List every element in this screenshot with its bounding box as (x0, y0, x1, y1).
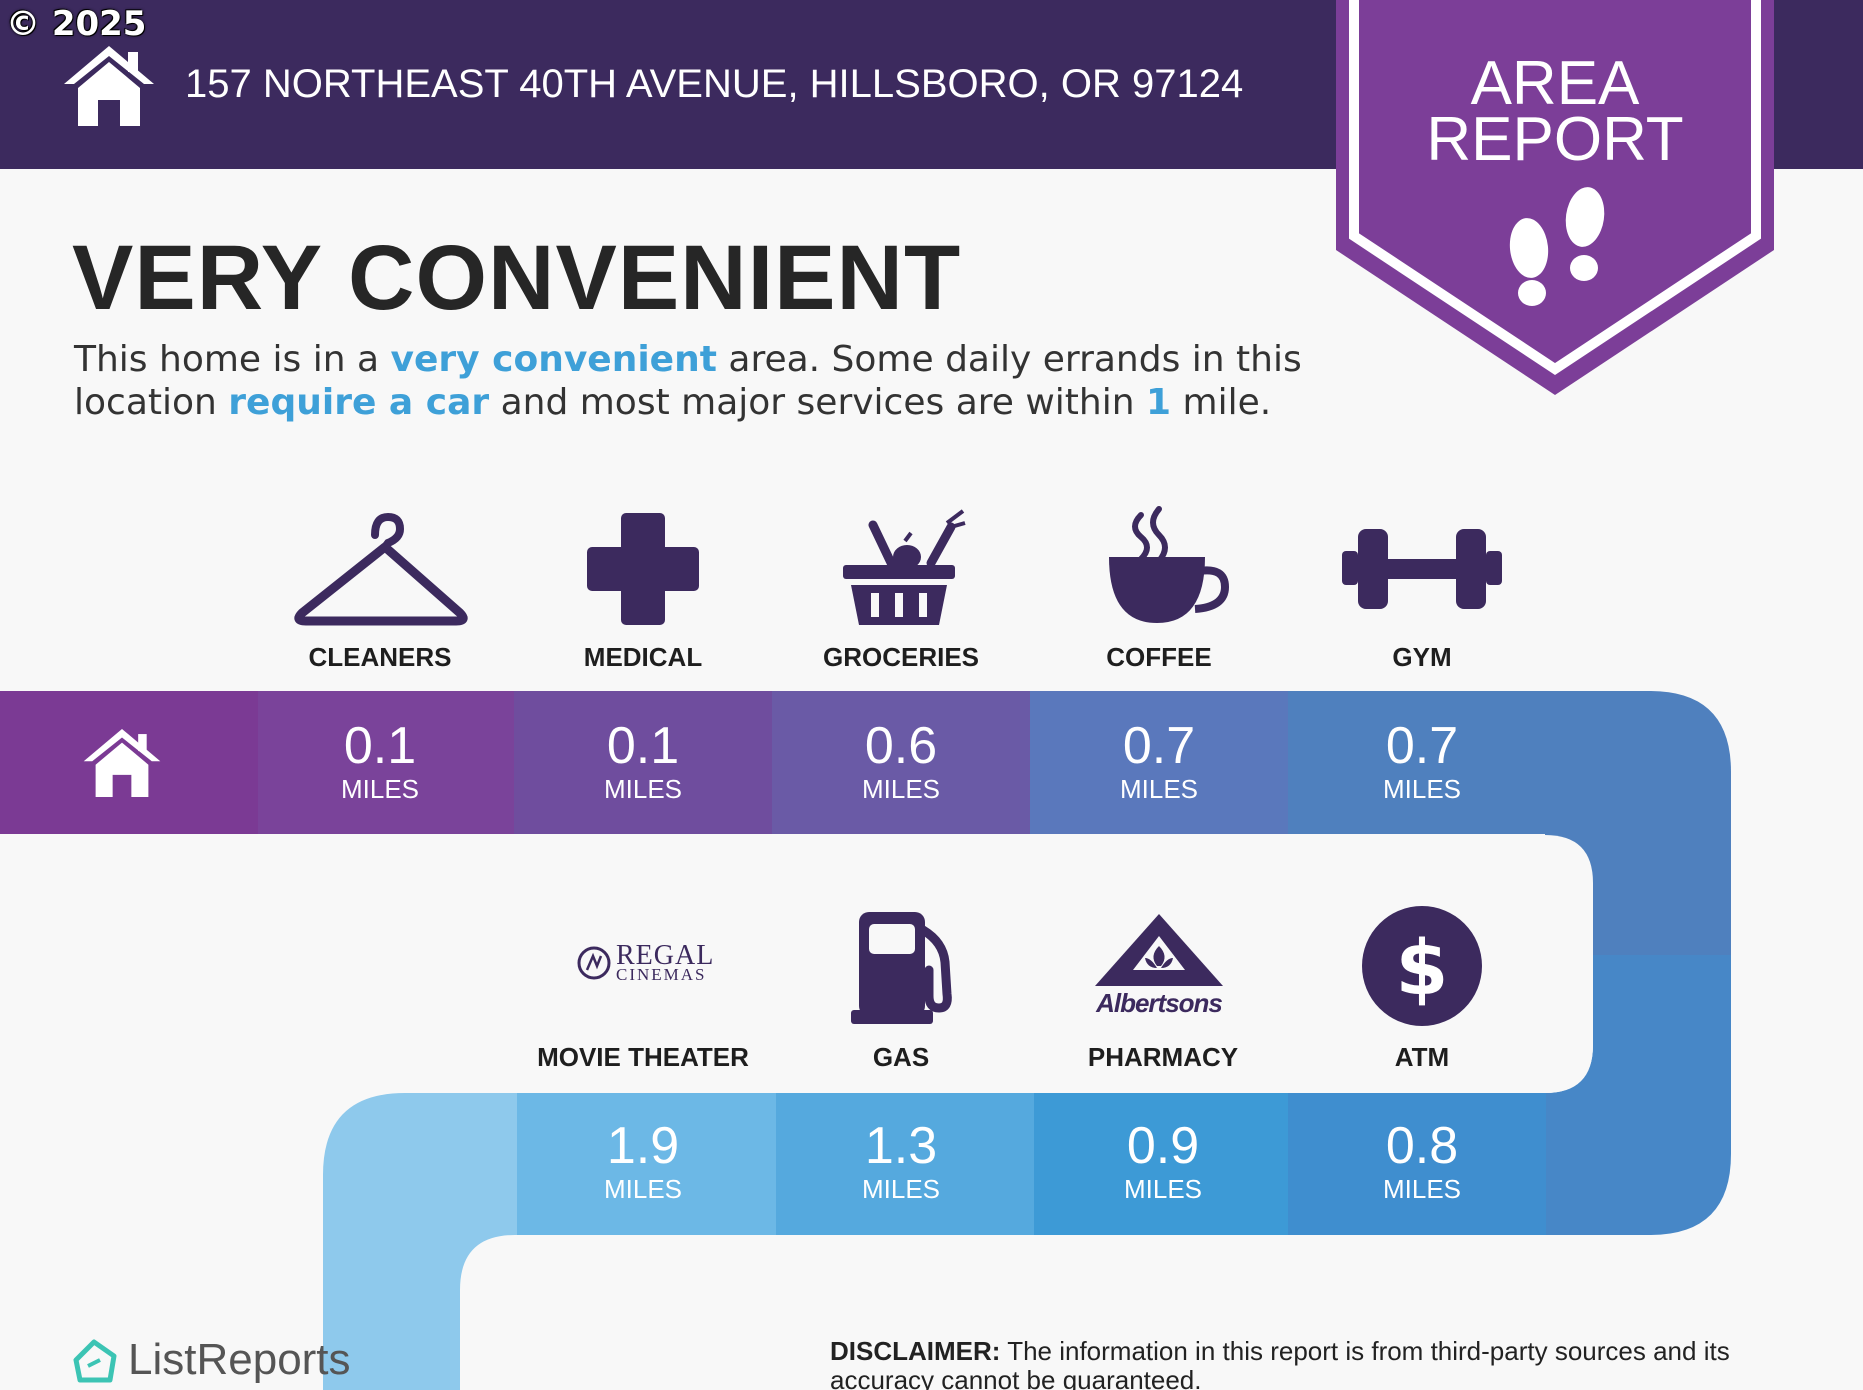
svg-text:$: $ (1396, 923, 1449, 1012)
property-address: 157 NORTHEAST 40TH AVENUE, HILLSBORO, OR… (185, 62, 1244, 106)
distance-unit: MILES (1382, 774, 1462, 804)
distance-unit: MILES (1119, 774, 1199, 804)
description-text-4: mile. (1171, 382, 1272, 423)
distance-readout: 0.6 MILES (772, 718, 1030, 804)
distance-cell (1030, 691, 1288, 834)
svg-text:Albertsons: Albertsons (1095, 988, 1222, 1018)
distance-value: 0.7 (1385, 717, 1459, 775)
category-label: MEDICAL (583, 642, 703, 672)
distance-cell (772, 691, 1030, 834)
page-title: VERY CONVENIENT (72, 227, 962, 329)
listreports-logo-icon (73, 1339, 117, 1383)
distance-readout: 1.3 MILES (772, 1118, 1030, 1204)
disclaimer-label: DISCLAIMER: (830, 1336, 1001, 1366)
distance-cell (514, 691, 772, 834)
distance-cell (517, 1093, 776, 1235)
hanger-icon (294, 512, 468, 626)
category-label: PHARMACY (1087, 1042, 1239, 1072)
category-label: ATM (1394, 1042, 1450, 1072)
distance-value: 0.7 (1122, 717, 1196, 775)
coffee-cup-icon (1109, 506, 1230, 623)
dumbbell-icon (1342, 529, 1502, 609)
distance-value: 0.1 (343, 717, 417, 775)
copyright-watermark: © 2025 (6, 4, 147, 44)
category-label: GYM (1392, 642, 1452, 672)
distance-readout: 0.1 MILES (514, 718, 772, 804)
distance-readout: 0.7 MILES (1030, 718, 1288, 804)
distance-cell (776, 1093, 1034, 1235)
distance-unit: MILES (603, 1174, 683, 1204)
distance-unit: MILES (340, 774, 420, 804)
distance-cell (258, 691, 514, 834)
distance-readout: 0.9 MILES (1034, 1118, 1292, 1204)
category-label: MOVIE THEATER (537, 1042, 749, 1072)
house-icon (64, 46, 154, 126)
badge-line-2: REPORT (1426, 105, 1684, 174)
distance-value: 0.8 (1385, 1117, 1459, 1175)
distance-value: 0.9 (1126, 1117, 1200, 1175)
distance-cell (1288, 1093, 1546, 1235)
description-highlight-3: 1 (1146, 382, 1172, 423)
distance-cell (1034, 1093, 1288, 1235)
description-highlight-1: very convenient (390, 339, 717, 380)
distance-value: 0.1 (606, 717, 680, 775)
svg-text:CINEMAS: CINEMAS (616, 965, 707, 984)
distance-readout: 0.8 MILES (1293, 1118, 1551, 1204)
distance-unit: MILES (1123, 1174, 1203, 1204)
area-report-badge (1336, 0, 1774, 395)
badge-title: AREA REPORT (1336, 49, 1774, 174)
footprints-icon (1509, 187, 1605, 306)
category-label: COFFEE (1106, 642, 1212, 672)
distance-value: 0.6 (864, 717, 938, 775)
home-cell (0, 691, 258, 834)
home-icon (83, 728, 161, 798)
category-label: CLEANERS (308, 642, 452, 672)
distance-readout: 0.7 MILES (1293, 718, 1551, 804)
badge-line-1: AREA (1470, 49, 1640, 118)
grocery-basket-icon (843, 509, 966, 625)
svg-text:REGAL: REGAL (616, 940, 714, 971)
distance-readout: 0.1 MILES (251, 718, 509, 804)
dollar-circle-icon: $ (1362, 906, 1482, 1026)
regal-cinemas-logo: REGAL CINEMAS (577, 940, 714, 984)
description-text-3: and most major services are within (489, 382, 1147, 423)
description-text-2: area. Some daily errands in this locatio… (74, 339, 1302, 423)
distance-readout: 1.9 MILES (514, 1118, 772, 1204)
listreports-brand: ListReports (128, 1335, 351, 1384)
description-text-1: This home is in a (74, 339, 391, 380)
description-highlight-2: require a car (228, 382, 490, 423)
distance-value: 1.9 (606, 1117, 680, 1175)
distance-unit: MILES (603, 774, 683, 804)
distance-cell (1288, 691, 1546, 834)
distance-value: 1.3 (864, 1117, 938, 1175)
gas-pump-icon (851, 912, 952, 1024)
category-label: GAS (872, 1042, 930, 1072)
category-label: GROCERIES (822, 642, 980, 672)
description: This home is in a very convenient area. … (74, 338, 1354, 424)
medical-cross-icon (587, 513, 699, 625)
disclaimer-text: The information in this report is from t… (830, 1336, 1730, 1390)
distance-unit: MILES (1382, 1174, 1462, 1204)
distance-unit: MILES (861, 774, 941, 804)
distance-unit: MILES (861, 1174, 941, 1204)
albertsons-logo: Albertsons (1095, 914, 1223, 1018)
disclaimer: DISCLAIMER: The information in this repo… (830, 1337, 1830, 1390)
